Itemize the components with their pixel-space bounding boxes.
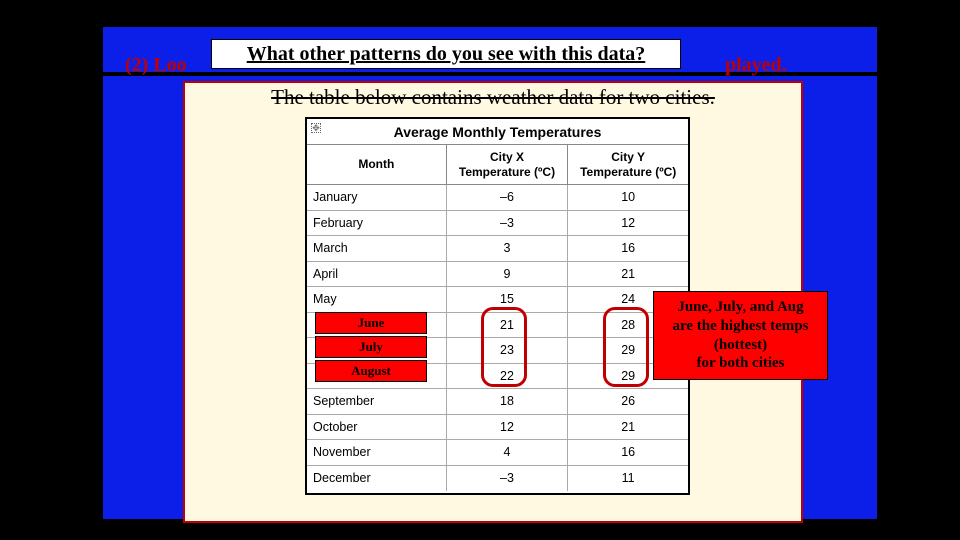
panel-title: The table below contains weather data fo…	[185, 85, 801, 110]
move-handle-icon: ✥	[311, 123, 321, 133]
table-row: April921	[307, 262, 688, 288]
table-row: January–610	[307, 185, 688, 211]
question-box: What other patterns do you see with this…	[211, 39, 681, 69]
question-text: What other patterns do you see with this…	[247, 43, 646, 66]
stage: (2) Loo played. What other patterns do y…	[0, 0, 960, 540]
cell-month: January	[307, 185, 447, 210]
cell-cityx: –3	[447, 466, 569, 492]
table-row: September1826	[307, 389, 688, 415]
cell-month: March	[307, 236, 447, 261]
table-row: February–312	[307, 211, 688, 237]
cell-month: September	[307, 389, 447, 414]
cell-cityy: 11	[568, 466, 688, 492]
col-cityx-l1: City X	[490, 150, 524, 164]
cell-month: February	[307, 211, 447, 236]
table-title: Average Monthly Temperatures	[307, 119, 688, 145]
col-cityx: City X Temperature (ºC)	[447, 145, 569, 184]
cell-month: May	[307, 287, 447, 312]
cell-cityx: –6	[447, 185, 569, 210]
prompt-right: played.	[725, 54, 787, 77]
col-cityy-l2: Temperature (ºC)	[580, 165, 676, 179]
highlight-month-july: July	[315, 336, 427, 358]
content-panel: The table below contains weather data fo…	[183, 81, 803, 523]
cell-month: October	[307, 415, 447, 440]
table-column-headers: Month City X Temperature (ºC) City Y Tem…	[307, 145, 688, 185]
circle-cityx-values	[481, 307, 527, 387]
circle-cityy-values	[603, 307, 649, 387]
cell-cityx: 18	[447, 389, 569, 414]
cell-month: November	[307, 440, 447, 465]
cell-cityx: 9	[447, 262, 569, 287]
prompt-fragment: (2) Loo played.	[125, 54, 187, 77]
table-row: November416	[307, 440, 688, 466]
cell-cityy: 16	[568, 236, 688, 261]
cell-cityx: 3	[447, 236, 569, 261]
blue-panel: (2) Loo played. What other patterns do y…	[100, 24, 880, 522]
cell-cityy: 12	[568, 211, 688, 236]
cell-cityy: 21	[568, 262, 688, 287]
highlight-month-august: August	[315, 360, 427, 382]
cell-cityy: 10	[568, 185, 688, 210]
cell-cityx: 4	[447, 440, 569, 465]
highlight-month-june: June	[315, 312, 427, 334]
cell-cityy: 16	[568, 440, 688, 465]
prompt-left: (2) Loo	[125, 54, 187, 76]
col-cityx-l2: Temperature (ºC)	[459, 165, 555, 179]
panel-title-text: The table below contains weather data fo…	[271, 85, 715, 109]
cell-cityx: –3	[447, 211, 569, 236]
cell-cityx: 12	[447, 415, 569, 440]
annotation-text: June, July, and Aug are the highest temp…	[673, 299, 809, 371]
col-cityy-l1: City Y	[611, 150, 645, 164]
cell-cityy: 21	[568, 415, 688, 440]
table-row: March316	[307, 236, 688, 262]
col-month: Month	[307, 145, 447, 184]
cell-month: April	[307, 262, 447, 287]
table-row: October1221	[307, 415, 688, 441]
annotation-box: June, July, and Aug are the highest temp…	[653, 291, 828, 380]
table-row: December–311	[307, 466, 688, 492]
data-table: ✥ Average Monthly Temperatures Month Cit…	[305, 117, 690, 495]
cell-cityy: 26	[568, 389, 688, 414]
col-cityy: City Y Temperature (ºC)	[568, 145, 688, 184]
cell-month: December	[307, 466, 447, 492]
